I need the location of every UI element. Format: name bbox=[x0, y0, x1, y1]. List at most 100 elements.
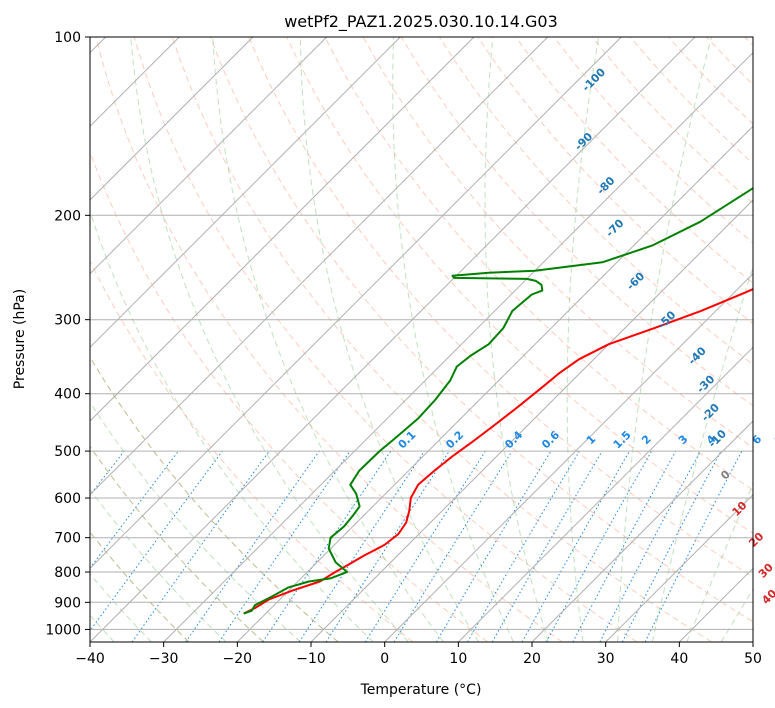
dry-adiabat bbox=[668, 37, 753, 125]
mixing-ratio-line bbox=[521, 450, 630, 642]
line-annotations: 0.10.20.40.611.52346810131620253036-100-… bbox=[396, 65, 775, 607]
dry-adiabat bbox=[90, 259, 414, 642]
mixing-ratio-label: 6 bbox=[750, 432, 765, 447]
dry-adiabat bbox=[90, 445, 264, 642]
isotherm bbox=[90, 37, 254, 201]
moist-adiabat-label: 0 bbox=[718, 468, 733, 483]
x-axis: −40 −30 −20 −10 0 10 20 30 40 50 bbox=[75, 642, 762, 667]
isotherm bbox=[90, 37, 475, 422]
dry-adiabat bbox=[90, 356, 339, 642]
mixing-ratio-line bbox=[185, 450, 320, 642]
isotherm bbox=[90, 37, 622, 570]
dry-adiabat bbox=[477, 37, 753, 325]
x-tick-label: −10 bbox=[296, 651, 326, 667]
mixing-ratio-line bbox=[218, 450, 351, 642]
mixing-ratio-label: 0.6 bbox=[539, 428, 562, 451]
moist-adiabat bbox=[212, 37, 444, 642]
isotherm bbox=[678, 567, 753, 642]
isotherm bbox=[531, 420, 753, 642]
mixing-ratio-label: 3 bbox=[676, 433, 691, 448]
y-tick-label: 300 bbox=[54, 313, 81, 329]
dry-adiabat bbox=[744, 37, 753, 47]
data-lines bbox=[243, 187, 753, 615]
moist-adiabat bbox=[90, 531, 190, 642]
moist-adiabat bbox=[90, 445, 264, 642]
x-tick-label: −20 bbox=[223, 651, 253, 667]
plot-frame bbox=[89, 36, 754, 643]
dry-adiabat bbox=[515, 37, 753, 284]
mixing-ratio-line bbox=[262, 450, 392, 642]
mixing-ratio-line bbox=[90, 450, 179, 569]
dry-adiabat bbox=[553, 37, 753, 244]
moist-adiabat bbox=[720, 588, 753, 642]
y-tick-label: 600 bbox=[54, 491, 81, 507]
dry-adiabat bbox=[286, 37, 753, 534]
dry-adiabat bbox=[324, 37, 753, 491]
y-tick-label: 500 bbox=[54, 444, 81, 460]
dry-adiabat-label: -90 bbox=[572, 130, 595, 153]
dewpoint-line bbox=[243, 187, 753, 615]
moist-adiabat bbox=[90, 401, 302, 642]
y-tick-label: 900 bbox=[54, 595, 81, 611]
moist-adiabat bbox=[484, 37, 549, 642]
y-tick-label: 700 bbox=[54, 531, 81, 547]
moist-adiabat bbox=[130, 37, 409, 642]
moist-adiabat bbox=[90, 356, 339, 642]
moist-adiabat bbox=[90, 209, 374, 642]
moist-adiabat-label: 40 bbox=[759, 587, 775, 607]
mixing-ratio-line bbox=[572, 450, 677, 642]
y-axis-label: Pressure (hPa) bbox=[12, 289, 28, 389]
temperature-line bbox=[243, 288, 753, 615]
mixing-ratio-line bbox=[644, 450, 743, 642]
y-tick-label: 100 bbox=[54, 30, 81, 46]
mixing-ratio-label: 1 bbox=[584, 433, 599, 448]
mixing-ratio-line bbox=[325, 450, 450, 642]
x-tick-label: 10 bbox=[449, 651, 467, 667]
isotherm bbox=[90, 37, 696, 642]
y-tick-label: 1000 bbox=[45, 622, 81, 638]
mixing-ratio-line bbox=[131, 450, 270, 642]
dry-adiabat bbox=[95, 37, 563, 642]
isotherm bbox=[90, 37, 401, 349]
moist-adiabat-label: 30 bbox=[756, 561, 775, 581]
x-tick-label: 50 bbox=[744, 651, 762, 667]
mixing-ratio-line bbox=[435, 450, 552, 642]
y-tick-label: 200 bbox=[54, 208, 81, 224]
dry-adiabat bbox=[90, 150, 488, 642]
dry-adiabat-label: -70 bbox=[603, 216, 626, 239]
isotherm bbox=[752, 641, 753, 642]
isotherm bbox=[90, 37, 549, 496]
y-tick-label: 800 bbox=[54, 565, 81, 581]
dry-adiabat-label: -30 bbox=[694, 372, 717, 395]
moist-adiabat bbox=[617, 37, 712, 642]
mixing-ratio-line bbox=[298, 450, 425, 642]
moist-adiabat bbox=[90, 488, 227, 642]
isotherm bbox=[605, 493, 753, 642]
mixing-ratio-label: 2 bbox=[639, 433, 654, 448]
y-axis: 100 200 300 400 500 600 700 800 900 1000 bbox=[45, 30, 90, 638]
dry-adiabat-label: -20 bbox=[699, 401, 722, 424]
dry-adiabat-label: -50 bbox=[655, 308, 678, 331]
dry-adiabat-label: -10 bbox=[706, 427, 729, 450]
y-tick-label: 400 bbox=[54, 387, 81, 403]
dry-adiabat bbox=[248, 37, 753, 578]
isotherm bbox=[457, 346, 753, 642]
dry-adiabat bbox=[706, 37, 753, 86]
x-tick-label: 30 bbox=[597, 651, 615, 667]
dry-adiabat bbox=[210, 37, 753, 623]
x-tick-label: −30 bbox=[149, 651, 179, 667]
dry-adiabat-label: -40 bbox=[686, 344, 709, 367]
moist-adiabat-label: 20 bbox=[746, 530, 766, 550]
x-tick-label: 40 bbox=[670, 651, 688, 667]
x-tick-label: 0 bbox=[380, 651, 389, 667]
mixing-ratio-line bbox=[467, 450, 580, 642]
mixing-ratio-line bbox=[393, 450, 513, 642]
dry-adiabat bbox=[90, 531, 190, 642]
background-lines bbox=[90, 37, 753, 642]
mixing-ratio-line bbox=[545, 450, 653, 642]
x-axis-label: Temperature (°C) bbox=[360, 682, 482, 698]
dry-adiabat-label: -80 bbox=[594, 174, 617, 197]
dry-adiabat bbox=[171, 37, 712, 642]
chart-title: wetPf2_PAZ1.2025.030.10.14.G03 bbox=[284, 12, 558, 32]
